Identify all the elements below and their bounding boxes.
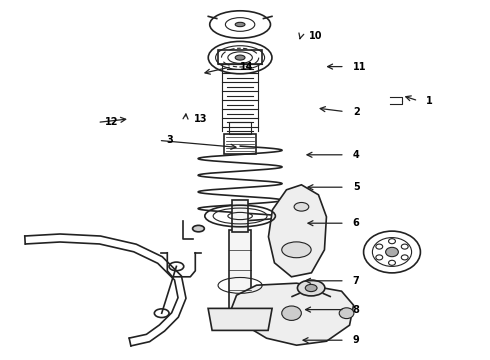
Text: 6: 6	[353, 218, 360, 228]
Text: 12: 12	[105, 117, 119, 127]
Text: 4: 4	[353, 150, 360, 160]
Text: 11: 11	[353, 62, 367, 72]
FancyBboxPatch shape	[232, 201, 248, 233]
Ellipse shape	[282, 242, 311, 258]
Ellipse shape	[235, 22, 245, 27]
Text: 9: 9	[353, 335, 360, 345]
Text: 5: 5	[353, 182, 360, 192]
Ellipse shape	[339, 308, 354, 319]
Text: 2: 2	[353, 107, 360, 117]
Ellipse shape	[193, 225, 204, 232]
Ellipse shape	[294, 202, 309, 211]
Polygon shape	[269, 185, 326, 277]
Text: 3: 3	[167, 135, 173, 145]
Ellipse shape	[305, 284, 317, 292]
FancyBboxPatch shape	[229, 230, 251, 310]
Ellipse shape	[386, 247, 398, 257]
Polygon shape	[232, 283, 354, 345]
Polygon shape	[208, 309, 272, 330]
Ellipse shape	[282, 306, 301, 320]
Text: 1: 1	[426, 96, 433, 106]
Text: 14: 14	[240, 62, 254, 72]
Text: 13: 13	[194, 114, 207, 124]
Text: 7: 7	[353, 276, 360, 286]
Text: 10: 10	[309, 31, 322, 41]
Text: 8: 8	[353, 305, 360, 315]
Ellipse shape	[235, 55, 245, 60]
Ellipse shape	[297, 280, 325, 296]
